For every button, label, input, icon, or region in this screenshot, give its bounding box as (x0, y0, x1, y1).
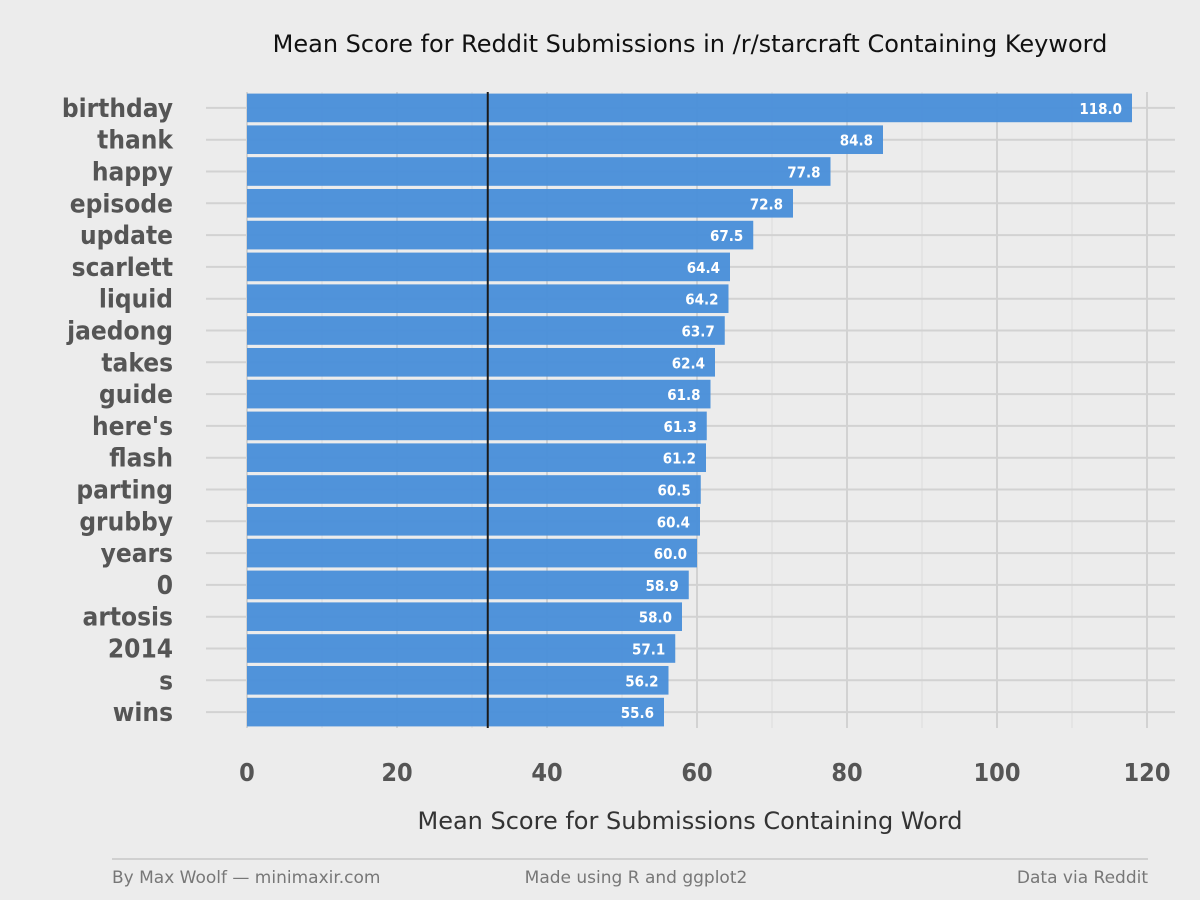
bar (247, 443, 706, 473)
x-tick-label: 100 (974, 758, 1021, 787)
bar (247, 475, 701, 504)
x-tick-label: 60 (681, 758, 712, 787)
value-label: 60.4 (657, 513, 690, 531)
bar (247, 570, 689, 600)
x-tick-label: 40 (531, 758, 562, 787)
category-label: episode (70, 189, 173, 219)
value-label: 84.8 (840, 132, 873, 150)
x-tick-label: 80 (831, 758, 862, 787)
category-label: grubby (79, 507, 173, 537)
value-label: 61.2 (663, 450, 696, 468)
x-axis-label: Mean Score for Submissions Containing Wo… (417, 807, 962, 835)
value-label: 64.2 (685, 291, 718, 309)
bar (247, 411, 707, 441)
labels-layer: 118.0 84.8 77.872.8 67.5 64.4 64.2 63.7 62.4 61.… (62, 94, 1171, 787)
value-label: 60.0 (654, 545, 687, 563)
bar (247, 93, 1132, 123)
category-label: flash (109, 444, 173, 474)
footer-source: Data via Reddit (1017, 868, 1148, 888)
category-label: update (80, 221, 173, 251)
category-label: 2014 (108, 635, 173, 665)
value-label: 77.8 (787, 164, 820, 182)
category-label: artosis (83, 603, 173, 633)
footer-credit: By Max Woolf — minimaxir.com (112, 868, 381, 888)
bar (247, 634, 676, 663)
category-label: thank (97, 126, 174, 156)
bar (247, 188, 793, 218)
category-label: jaedong (66, 317, 173, 347)
value-label: 63.7 (681, 323, 714, 341)
value-label: 67.5 (710, 227, 743, 245)
value-label: 58.9 (645, 577, 678, 595)
category-label: scarlett (72, 253, 173, 283)
x-tick-label: 20 (381, 758, 412, 787)
bar (247, 665, 669, 695)
value-label: 61.3 (663, 418, 696, 436)
value-label: 61.8 (667, 386, 700, 404)
bar (247, 125, 883, 155)
value-label: 58.0 (639, 609, 672, 627)
bar (247, 316, 725, 345)
value-label: 72.8 (750, 195, 783, 213)
category-label: years (101, 539, 173, 569)
bars-layer (247, 93, 1132, 727)
value-label: 64.4 (687, 259, 720, 277)
grid-layer (206, 92, 1175, 728)
category-label: birthday (62, 94, 173, 124)
bar (247, 347, 715, 377)
bar (247, 538, 697, 568)
category-label: parting (76, 476, 173, 506)
bar (247, 697, 664, 727)
value-label: 55.6 (621, 704, 654, 722)
category-label: here's (92, 412, 173, 442)
bar (247, 157, 831, 186)
category-label: guide (99, 380, 173, 410)
bar (247, 506, 700, 536)
category-label: s (159, 666, 173, 696)
value-label: 57.1 (632, 641, 665, 659)
value-label: 60.5 (657, 482, 690, 500)
category-label: happy (92, 158, 173, 188)
value-label: 56.2 (625, 672, 658, 690)
bar (247, 379, 711, 409)
value-label: 62.4 (672, 354, 705, 372)
category-label: liquid (99, 285, 173, 315)
category-label: wins (113, 698, 173, 728)
bar (247, 602, 682, 632)
bar (247, 220, 754, 250)
category-label: 0 (157, 571, 173, 601)
x-tick-label: 120 (1124, 758, 1171, 787)
footer-tools: Made using R and ggplot2 (525, 868, 748, 888)
chart-title: Mean Score for Reddit Submissions in /r/… (273, 30, 1108, 58)
value-label: 118.0 (1079, 100, 1122, 118)
category-label: takes (101, 348, 173, 378)
x-tick-label: 0 (239, 758, 255, 787)
